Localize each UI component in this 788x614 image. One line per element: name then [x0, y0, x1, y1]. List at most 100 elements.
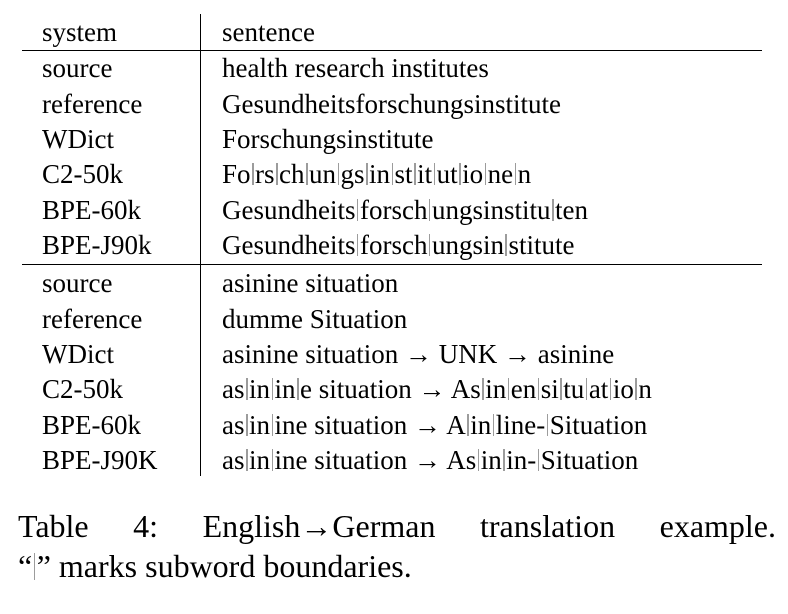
- subword-segment: Gesundheits: [222, 230, 356, 260]
- system-cell: WDict: [42, 124, 114, 154]
- subword-segment: tu: [563, 374, 585, 404]
- subword-segment: asinine situation → UNK → asinine: [222, 339, 615, 369]
- subword-boundary-bar: [271, 378, 274, 400]
- subword-segment: si: [540, 374, 559, 404]
- sentence-cell: asinine situation → UNK → asinine: [222, 336, 614, 372]
- group-separator-rule: [22, 264, 762, 265]
- subword-segment: Gesundheits: [222, 195, 356, 225]
- caption-open-quote: “: [18, 548, 33, 584]
- sentence-cell: health research institutes: [222, 50, 489, 86]
- subword-segment: Forschungsinstitute: [222, 124, 434, 154]
- subword-boundary-bar: [366, 163, 368, 185]
- subword-boundary-bar: [552, 199, 554, 221]
- sentence-cell: Forschungsinstitute: [222, 121, 434, 157]
- system-cell: BPE-60k: [42, 410, 142, 440]
- subword-segment: at: [588, 374, 609, 404]
- caption-word: example.: [659, 508, 776, 544]
- subword-segment: in: [274, 374, 296, 404]
- subword-boundary-bar: [306, 163, 308, 185]
- subword-segment: line-: [495, 410, 546, 440]
- sentence-cell: Gesundheitsforschungsinstitute: [222, 86, 561, 122]
- subword-segment: health research institutes: [222, 53, 489, 83]
- header-rule: [22, 50, 762, 51]
- caption-word: Table: [18, 508, 89, 544]
- subword-segment: stitute: [508, 230, 575, 260]
- caption-line-1: Table 4: English→German translation example.: [18, 506, 776, 546]
- subword-segment: in: [369, 159, 391, 189]
- subword-boundary-bar: [297, 378, 299, 400]
- subword-boundary-bar: [635, 378, 637, 400]
- subword-boundary-bar: [507, 378, 510, 400]
- subword-boundary-bar: [414, 163, 416, 185]
- caption-word: translation: [479, 508, 616, 544]
- subword-boundary-bar: [467, 414, 469, 436]
- subword-boundary-bar: [246, 449, 248, 471]
- subword-boundary-bar: [492, 414, 495, 436]
- subword-boundary-bar: [459, 163, 461, 185]
- sentence-cell: dumme Situation: [222, 301, 407, 337]
- system-cell: C2-50k: [42, 374, 123, 404]
- header-system: system: [42, 17, 118, 47]
- subword-boundary-bar: [391, 163, 394, 185]
- subword-boundary-bar: [246, 414, 248, 436]
- subword-boundary-bar: [271, 414, 274, 436]
- subword-segment: in: [485, 374, 507, 404]
- subword-segment: Gesundheitsforschungsinstitute: [222, 89, 561, 119]
- subword-segment: as: [222, 410, 245, 440]
- table-caption: Table 4: English→German translation example.…: [18, 506, 778, 586]
- subword-segment: io: [462, 159, 484, 189]
- subword-boundary-bar: [276, 163, 278, 185]
- subword-segment: ne: [487, 159, 514, 189]
- subword-segment: as: [222, 374, 245, 404]
- subword-segment: Situation: [540, 445, 639, 475]
- subword-boundary-bar: [537, 378, 540, 400]
- subword-segment: rs: [255, 159, 275, 189]
- system-cell: C2-50k: [42, 159, 123, 189]
- caption-word: English→German: [202, 508, 436, 544]
- subword-segment: ine situation → As: [274, 445, 477, 475]
- subword-segment: it: [417, 159, 433, 189]
- sentence-cell: asinine situation: [222, 265, 398, 301]
- subword-segment: dumme Situation: [222, 304, 408, 334]
- subword-boundary-bar: [477, 449, 480, 471]
- subword-boundary-bar: [428, 199, 431, 221]
- subword-segment: ch: [279, 159, 305, 189]
- subword-segment: forsch: [359, 230, 428, 260]
- subword-boundary-bar: [428, 234, 431, 256]
- sentence-cell: as in ine situation → As in in- Situation: [222, 442, 638, 478]
- system-cell: reference: [42, 304, 143, 334]
- subword-segment: Fo: [222, 159, 251, 189]
- subword-segment: e situation → As: [300, 374, 481, 404]
- subword-boundary-bar: [514, 163, 517, 185]
- subword-segment: asinine situation: [222, 268, 399, 298]
- sentence-cell: Gesundheits forsch ungsinstitu ten: [222, 192, 588, 228]
- subword-boundary-bar: [585, 378, 588, 400]
- subword-boundary-bar: [33, 553, 36, 580]
- subword-boundary-bar: [356, 234, 359, 256]
- subword-segment: un: [309, 159, 337, 189]
- column-divider: [200, 14, 201, 476]
- system-cell: BPE-J90K: [42, 445, 158, 475]
- subword-boundary-bar: [484, 163, 487, 185]
- subword-boundary-bar: [560, 378, 562, 400]
- subword-segment: io: [612, 374, 634, 404]
- subword-segment: ten: [555, 195, 588, 225]
- subword-segment: en: [510, 374, 537, 404]
- subword-boundary-bar: [356, 199, 359, 221]
- subword-boundary-bar: [433, 163, 436, 185]
- system-cell: reference: [42, 89, 143, 119]
- subword-segment: st: [394, 159, 413, 189]
- subword-segment: Situation: [549, 410, 648, 440]
- subword-boundary-bar: [546, 414, 549, 436]
- caption-text: ” marks subword boundaries.: [36, 548, 412, 584]
- system-cell: source: [42, 53, 113, 83]
- subword-segment: in: [249, 410, 271, 440]
- header-sentence: sentence: [222, 17, 315, 47]
- subword-segment: in-: [506, 445, 537, 475]
- sentence-cell: Fo rs ch un gs in st it ut io ne n: [222, 156, 531, 192]
- caption-line-2: “” marks subword boundaries.: [18, 546, 778, 586]
- subword-boundary-bar: [337, 163, 340, 185]
- system-cell: source: [42, 268, 113, 298]
